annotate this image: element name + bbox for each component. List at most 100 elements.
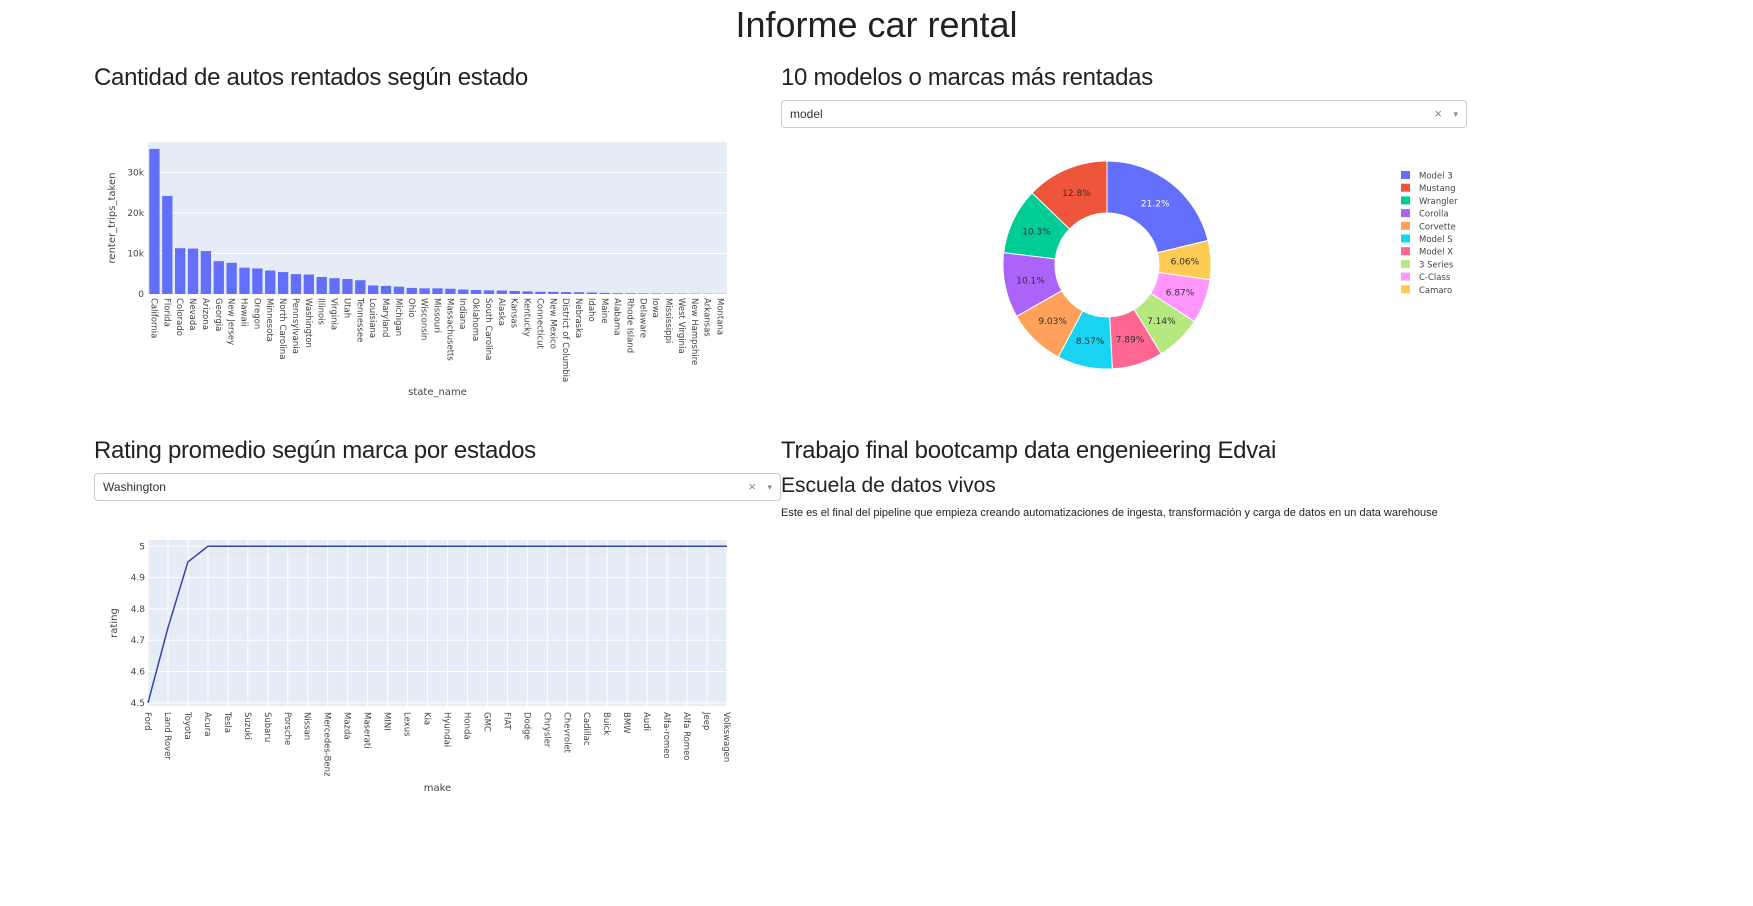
x-tick-label: Nebraska: [573, 298, 583, 338]
y-tick-label: 30k: [127, 168, 144, 178]
model-selector-dropdown[interactable]: model × ▾: [781, 100, 1467, 128]
models-donut-chart[interactable]: 21.2% 6.06% 6.87% 7.14%7.89% 8.57% 9.03% 10.1%…: [781, 145, 1541, 405]
page-title: Informe car rental: [735, 4, 1018, 45]
bar: [355, 280, 366, 294]
bar: [419, 288, 430, 294]
chevron-down-icon[interactable]: ▾: [1453, 109, 1458, 119]
clear-icon[interactable]: ×: [748, 479, 756, 494]
bar: [561, 292, 572, 294]
x-tick-label: Audi: [641, 712, 651, 731]
x-tick-label: MINI: [382, 712, 392, 731]
bar: [265, 270, 276, 294]
bar: [522, 291, 533, 294]
rating-chart-title: Rating promedio según marca por estados: [94, 437, 536, 464]
x-tick-label: Alfa Romeo: [681, 712, 691, 761]
x-axis-label: state_name: [408, 387, 467, 398]
x-tick-label: Toyota: [182, 711, 192, 740]
x-tick-label: Alaska: [496, 298, 506, 326]
bar: [380, 285, 392, 294]
x-tick-label: Nevada: [187, 298, 197, 330]
x-tick-label: South Carolina: [483, 298, 493, 360]
x-tick-label: Acura: [202, 712, 212, 736]
legend-label: Model X: [1419, 248, 1453, 258]
legend-label: C-Class: [1419, 273, 1451, 283]
slice-label: 8.57%: [1076, 337, 1105, 347]
y-tick-label: 4.7: [131, 636, 145, 646]
bar: [393, 286, 405, 294]
x-tick-label: Mercedes-Benz: [322, 712, 332, 777]
state-selector-value: Washington: [103, 480, 166, 494]
x-tick-label: Wisconsin: [419, 298, 429, 340]
rating-line-chart[interactable]: 4.5 4.6 4.7 4.8 4.9 5 Ford Land Rover Toyota Acur…: [0, 520, 760, 820]
x-tick-label: New Mexico: [547, 298, 557, 349]
slice-label: 6.87%: [1166, 288, 1195, 298]
x-tick-label: Washington: [303, 298, 313, 348]
x-tick-label: Kansas: [509, 298, 519, 329]
legend-label: Mustang: [1419, 184, 1455, 194]
rating-series-line: [147, 545, 727, 704]
bar: [651, 293, 662, 294]
x-tick-label: Alfa-romeo: [661, 712, 671, 759]
bar: [213, 261, 224, 294]
x-tick-label: Indiana: [457, 298, 467, 329]
x-tick-label: Buick: [601, 712, 611, 735]
x-tick-label: West Virginia: [676, 298, 686, 354]
y-tick-label: 10k: [127, 249, 144, 259]
bar: [470, 289, 482, 294]
x-tick-label: Mazda: [342, 712, 352, 740]
legend-swatch: [1401, 196, 1410, 205]
x-tick-label: GMC: [481, 712, 491, 732]
state-selector-dropdown[interactable]: Washington × ▾: [94, 473, 781, 501]
legend-swatch: [1401, 285, 1410, 294]
chevron-down-icon[interactable]: ▾: [767, 482, 772, 492]
x-tick-label: Tesla: [222, 711, 232, 733]
x-tick-label: Ohio: [406, 298, 416, 318]
x-tick-label: Subaru: [262, 712, 272, 742]
legend-swatch: [1401, 272, 1410, 281]
x-tick-label: Nissan: [302, 712, 312, 740]
y-tick-label: 0: [138, 290, 144, 300]
x-tick-label: New Hampshire: [689, 298, 699, 365]
x-tick-label: Honda: [461, 712, 471, 740]
bar: [573, 292, 585, 294]
models-chart-title: 10 modelos o marcas más rentadas: [781, 64, 1153, 91]
y-axis-label: renter_trips_taken: [107, 173, 118, 264]
slice-label: 7.14%: [1147, 317, 1176, 327]
x-tick-label: District of Columbia: [560, 298, 570, 382]
clear-icon[interactable]: ×: [1434, 106, 1442, 121]
x-tick-label: Maserati: [362, 712, 372, 749]
x-tick-label: North Carolina: [277, 298, 287, 359]
bar: [303, 274, 314, 294]
x-tick-label: Jeep: [701, 711, 711, 730]
x-tick-label: Massachusetts: [444, 298, 454, 361]
bar: [432, 288, 443, 294]
x-tick-label: Kentucky: [522, 298, 532, 337]
x-tick-label: Illinois: [316, 298, 326, 326]
x-tick-label: Virginia: [329, 298, 339, 330]
y-tick-label: 4.9: [131, 574, 146, 584]
x-tick-label: Louisiana: [367, 298, 377, 338]
legend-label: Wrangler: [1419, 197, 1458, 207]
x-tick-label: Arkansas: [702, 298, 712, 337]
bar: [548, 291, 559, 294]
x-tick-label: Tennessee: [354, 297, 364, 342]
x-tick-label: Iowa: [650, 298, 660, 318]
info-title: Trabajo final bootcamp data engenieering…: [781, 437, 1276, 464]
x-tick-label: Georgia: [213, 298, 223, 331]
bar: [187, 248, 199, 294]
x-tick-label: Michigan: [393, 298, 403, 336]
x-tick-label: Minnesota: [264, 298, 274, 342]
info-subtitle: Escuela de datos vivos: [781, 474, 996, 497]
x-tick-label: Pennsylvania: [290, 298, 300, 354]
legend-swatch: [1401, 259, 1410, 268]
y-axis-label: rating: [109, 608, 120, 638]
y-tick-label: 20k: [127, 209, 144, 219]
x-tick-label: Oklahoma: [470, 298, 480, 341]
states-bar-chart[interactable]: 0 10k 20k 30k California Florida Colorado Nevad…: [0, 110, 760, 430]
x-tick-label: Mississippi: [663, 298, 673, 343]
bar: [638, 293, 649, 294]
x-tick-label: Alabama: [612, 298, 622, 335]
legend-swatch: [1401, 221, 1410, 230]
legend-swatch: [1401, 171, 1410, 179]
x-tick-label: Florida: [161, 298, 171, 327]
